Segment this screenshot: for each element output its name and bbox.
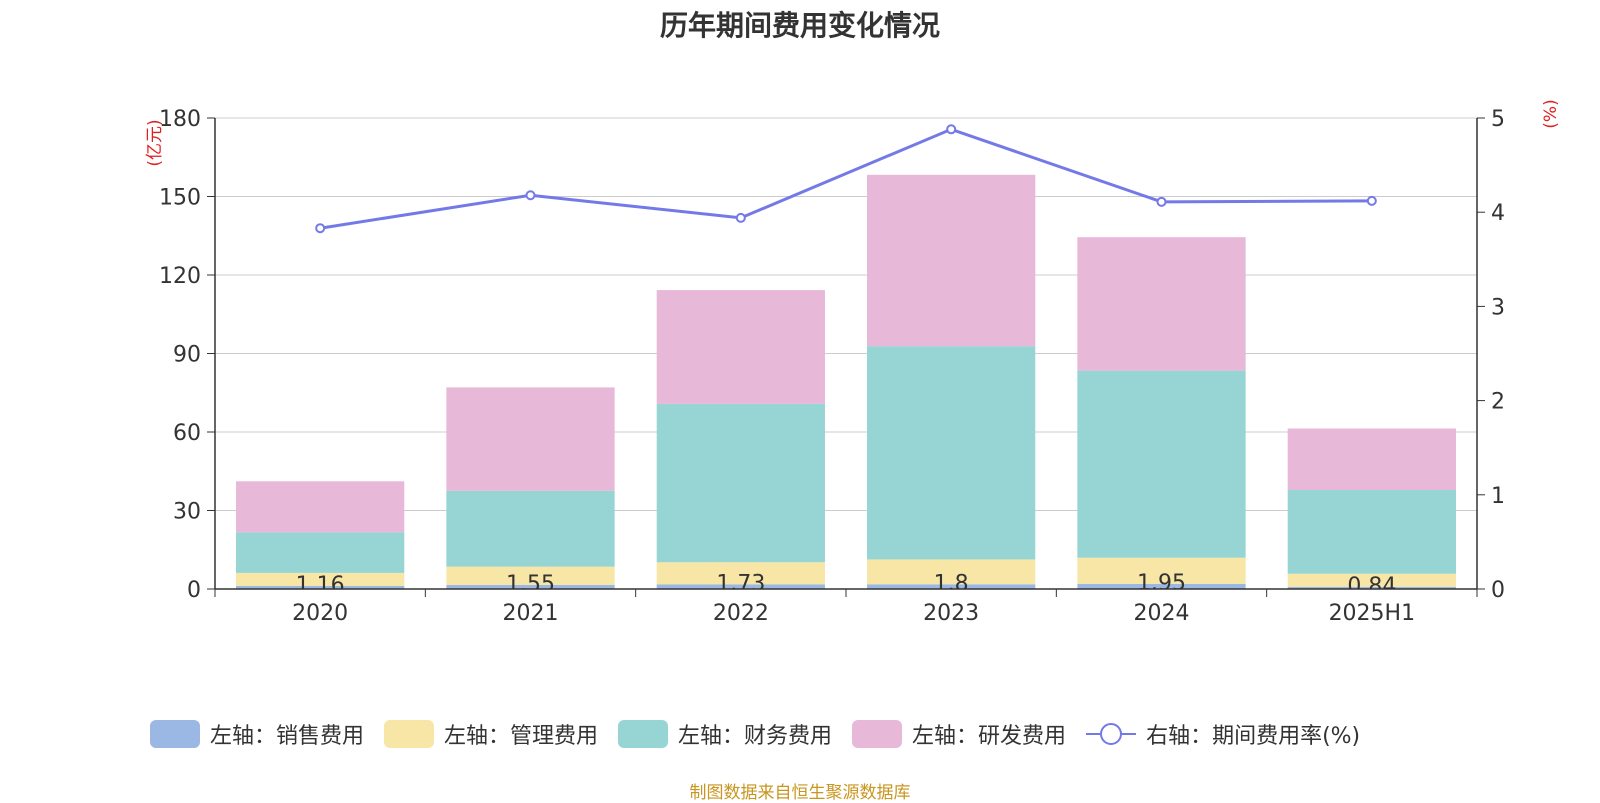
legend-item-admin[interactable]: 左轴：管理费用: [384, 718, 598, 750]
x-axis-tick-label: 2022: [713, 601, 769, 626]
legend-item-sales[interactable]: 左轴：销售费用: [150, 718, 364, 750]
left-axis-unit-label: (亿元): [145, 119, 165, 166]
line-series-rate: [319, 127, 1372, 230]
bar-segment-0-3: [867, 584, 1036, 589]
right-axis-tick-label: 2: [1491, 390, 1505, 415]
left-axis-tick-label: 150: [159, 186, 201, 211]
chart-title: 历年期间费用变化情况: [659, 9, 940, 42]
bar-segment-2-3: [867, 346, 1036, 560]
bar-segment-0-2: [656, 584, 825, 589]
left-axis-tick-label: 60: [173, 421, 201, 446]
source-note: 制图数据来自恒生聚源数据库: [689, 783, 911, 803]
legend: 左轴：销售费用 左轴：管理费用 左轴：财务费用 左轴：研发费用 右轴：期间费用率…: [150, 718, 1380, 750]
bar-segment-3-1: [446, 387, 615, 491]
bar-segment-3-3: [867, 174, 1036, 347]
legend-label-admin: 左轴：管理费用: [444, 724, 599, 749]
legend-item-rate[interactable]: 右轴：期间费用率(%): [1086, 718, 1360, 750]
bar-segment-1-5: [1287, 573, 1456, 587]
bar-segment-0-4: [1077, 583, 1246, 589]
axis-mask: [215, 589, 1477, 649]
bar-segment-1-4: [1077, 557, 1246, 584]
legend-swatch-rnd: [852, 720, 903, 748]
bar-segment-3-0: [236, 481, 405, 533]
bar-segment-1-3: [867, 559, 1036, 585]
x-axis-tick-label: 2024: [1134, 601, 1190, 626]
legend-label-rnd: 左轴：研发费用: [912, 724, 1067, 749]
bar-segment-2-0: [236, 532, 405, 573]
bar-segment-2-2: [656, 403, 825, 563]
bar-segment-1-0: [236, 572, 405, 586]
left-axis-tick-label: 180: [159, 107, 201, 132]
bar-segment-3-2: [656, 290, 825, 404]
x-axis-tick-label: 2021: [503, 601, 559, 626]
bar-segment-0-0: [236, 585, 405, 589]
right-axis-tick-label: 5: [1491, 107, 1505, 132]
legend-item-finance[interactable]: 左轴：财务费用: [618, 718, 832, 750]
legend-label-finance: 左轴：财务费用: [678, 724, 833, 749]
line-point-5: [1366, 195, 1377, 206]
left-axis-tick-label: 90: [173, 343, 201, 368]
legend-line-marker-icon: [1086, 723, 1137, 745]
legend-swatch-admin: [384, 720, 435, 748]
right-axis-tick-label: 0: [1491, 578, 1505, 603]
line-point-1: [525, 190, 536, 201]
bar-segment-1-2: [656, 562, 825, 585]
x-axis-tick-label: 2025H1: [1329, 601, 1416, 626]
bar-segment-0-5: [1287, 586, 1456, 589]
line-point-2: [735, 212, 746, 223]
bar-segment-2-1: [446, 490, 615, 567]
bar-segment-3-4: [1077, 237, 1246, 371]
bar-segment-2-4: [1077, 370, 1246, 558]
legend-swatch-sales: [150, 720, 200, 748]
x-axis-tick-label: 2020: [292, 601, 348, 626]
right-axis-tick-label: 1: [1491, 484, 1505, 509]
legend-item-rnd[interactable]: 左轴：研发费用: [852, 718, 1066, 750]
line-point-4: [1156, 196, 1167, 207]
left-axis-tick-label: 0: [187, 578, 201, 603]
bar-segment-2-5: [1287, 489, 1456, 574]
right-axis-unit-label: (%): [1541, 99, 1561, 128]
legend-label-rate: 右轴：期间费用率(%): [1146, 724, 1361, 749]
line-point-3: [946, 124, 957, 135]
left-axis-tick-label: 30: [173, 500, 201, 525]
legend-swatch-finance: [618, 720, 669, 748]
bar-segment-0-1: [446, 584, 615, 589]
line-point-0: [315, 223, 326, 234]
right-axis-tick-label: 3: [1491, 295, 1505, 320]
legend-label-sales: 左轴：销售费用: [210, 724, 365, 749]
right-axis-tick-label: 4: [1491, 201, 1505, 226]
bar-segment-1-1: [446, 566, 615, 585]
left-axis-tick-label: 120: [159, 264, 201, 289]
x-axis-tick-label: 2023: [923, 601, 979, 626]
bar-segment-3-5: [1287, 428, 1456, 490]
